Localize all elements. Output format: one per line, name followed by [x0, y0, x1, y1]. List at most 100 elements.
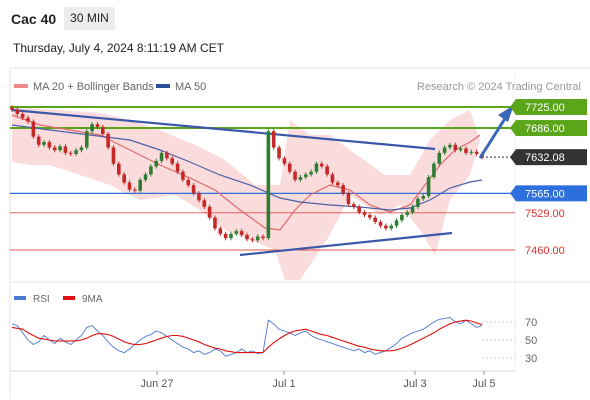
candle-body — [250, 239, 255, 241]
level-label: 7686.00 — [525, 123, 565, 135]
candle-body — [52, 147, 57, 151]
legend-ma50-swatch — [156, 84, 170, 88]
candle-body — [133, 189, 137, 191]
candle-body — [405, 212, 410, 215]
candle-body — [378, 221, 383, 226]
candle-body — [58, 146, 62, 151]
candle-body — [266, 131, 271, 239]
level-label-pointer — [510, 149, 516, 166]
candle-body — [400, 214, 404, 221]
legend-ma20-swatch — [14, 84, 28, 88]
candle-body — [175, 163, 180, 172]
upper-trendline — [11, 108, 436, 151]
candle-body — [15, 109, 20, 115]
level-label: 7725.00 — [525, 102, 565, 114]
candle-body — [143, 174, 148, 180]
candle-body — [416, 198, 420, 207]
x-tick-label: Jul 3 — [403, 378, 426, 390]
candle-body — [432, 163, 436, 178]
candle-body — [234, 231, 239, 234]
instrument-title: Cac 40 — [11, 11, 57, 27]
candle-body — [261, 236, 265, 239]
candle-body — [181, 171, 185, 180]
candle-body — [277, 147, 281, 159]
candle-body — [239, 231, 244, 235]
candle-body — [341, 185, 345, 194]
candle-body — [298, 177, 303, 180]
candle-body — [287, 163, 292, 172]
candle-body — [165, 152, 169, 159]
candle-body — [79, 147, 84, 151]
candle-body — [335, 182, 340, 186]
candle-body — [453, 144, 458, 151]
candle-body — [271, 131, 276, 148]
candle-body — [421, 196, 426, 199]
candle-body — [464, 148, 468, 153]
level-label-pointer — [510, 185, 516, 202]
candle-body — [138, 179, 142, 191]
level-label-box — [516, 149, 587, 166]
candle-body — [346, 193, 351, 205]
timeframe-badge[interactable]: 30 MIN — [64, 7, 115, 30]
x-tick-label: Jul 1 — [272, 378, 295, 390]
level-label-pointer — [510, 120, 516, 137]
candle-body — [170, 158, 175, 164]
candle-body — [106, 133, 110, 148]
candle-body — [127, 182, 132, 190]
rsi-9ma-line — [11, 319, 483, 354]
candle-body — [223, 233, 228, 239]
rsi-line — [11, 317, 483, 357]
candle-body — [394, 220, 399, 226]
level-label-box — [516, 185, 587, 202]
candle-body — [229, 233, 233, 239]
candle-body — [218, 228, 223, 234]
x-tick-label: Jul 5 — [472, 378, 495, 390]
candle-body — [207, 206, 212, 218]
level-label-pointer — [510, 99, 516, 115]
candle-body — [117, 163, 121, 175]
candle-body — [202, 200, 207, 207]
candle-body — [368, 214, 372, 218]
rsi-tick-label: 30 — [525, 353, 537, 365]
rsi-tick-label: 70 — [525, 317, 537, 329]
candle-body — [31, 121, 36, 137]
candle-body — [111, 147, 116, 164]
candle-body — [191, 185, 196, 194]
candle-body — [357, 206, 361, 213]
ma50-line — [11, 124, 483, 211]
candle-body — [474, 151, 479, 154]
level-label: 7565.00 — [525, 188, 565, 200]
candle-body — [213, 217, 217, 229]
candle-body — [448, 144, 452, 148]
datetime-label: Thursday, July 4, 2024 8:11:19 AM CET — [13, 41, 224, 55]
candle-body — [154, 160, 159, 167]
projection-arrow — [478, 116, 508, 159]
candle-body — [84, 131, 89, 148]
candle-body — [469, 151, 474, 153]
candle-body — [458, 148, 463, 151]
candle-body — [293, 171, 297, 180]
candle-body — [100, 126, 105, 134]
candle-body — [122, 174, 126, 183]
candle-body — [90, 124, 94, 132]
candle-body — [384, 225, 388, 229]
x-tick-label: Jun 27 — [140, 378, 173, 390]
projection-arrow-head — [498, 105, 514, 122]
candle-body — [186, 179, 191, 186]
candle-body — [95, 124, 100, 127]
candle-body — [282, 158, 287, 164]
level-label: 7460.00 — [525, 245, 565, 257]
legend-ma20-label: MA 20 + Bollinger Bands — [33, 81, 154, 93]
candle-body — [10, 107, 14, 110]
candle-body — [330, 174, 335, 183]
candle-body — [325, 166, 329, 175]
candle-body — [149, 166, 153, 175]
candle-body — [309, 171, 313, 175]
legend-9ma-label: 9MA — [82, 294, 103, 305]
candle-body — [410, 206, 415, 213]
rsi-tick-label: 50 — [525, 335, 537, 347]
candle-body — [36, 136, 41, 145]
legend-rsi-label: RSI — [33, 294, 50, 305]
candle-body — [63, 146, 68, 153]
